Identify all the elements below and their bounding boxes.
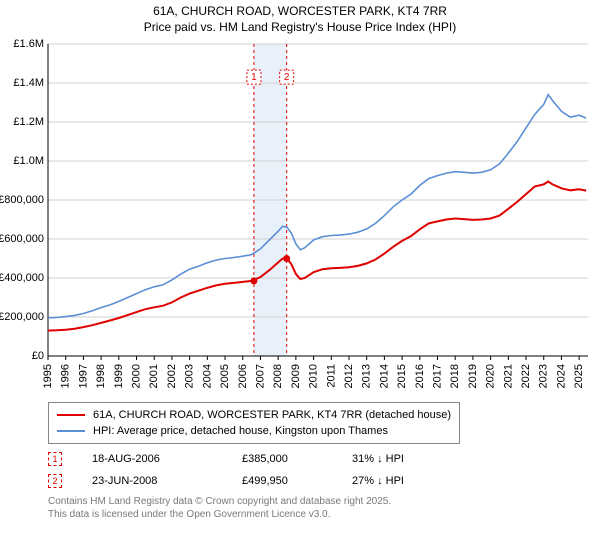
sale-marker-icon: 1	[48, 452, 62, 466]
sale-delta: 27% ↓ HPI	[352, 475, 512, 487]
legend-item: HPI: Average price, detached house, King…	[57, 423, 451, 439]
svg-text:£1.2M: £1.2M	[13, 116, 44, 128]
svg-text:2000: 2000	[131, 364, 143, 388]
chart-title-block: 61A, CHURCH ROAD, WORCESTER PARK, KT4 7R…	[0, 0, 600, 35]
svg-text:2023: 2023	[538, 364, 550, 388]
footer: Contains HM Land Registry data © Crown c…	[48, 496, 391, 521]
svg-text:2014: 2014	[378, 364, 390, 388]
svg-text:£200,000: £200,000	[0, 311, 44, 323]
chart-title-line1: 61A, CHURCH ROAD, WORCESTER PARK, KT4 7R…	[0, 4, 600, 20]
svg-text:2015: 2015	[396, 364, 408, 388]
svg-text:2022: 2022	[520, 364, 532, 388]
sale-delta: 31% ↓ HPI	[352, 453, 512, 465]
sale-date: 23-JUN-2008	[92, 475, 242, 487]
page: 61A, CHURCH ROAD, WORCESTER PARK, KT4 7R…	[0, 0, 600, 560]
footer-line2: This data is licensed under the Open Gov…	[48, 509, 391, 522]
svg-text:2024: 2024	[555, 364, 567, 388]
chart-title-line2: Price paid vs. HM Land Registry's House …	[0, 20, 600, 36]
svg-text:2016: 2016	[414, 364, 426, 388]
sale-marker-icon: 2	[48, 474, 62, 488]
sales-row: 1 18-AUG-2006 £385,000 31% ↓ HPI	[48, 448, 512, 470]
chart: £0 £200,000 £400,000 £600,000 £800,000 £1.0M £…	[0, 38, 600, 398]
sales-row: 2 23-JUN-2008 £499,950 27% ↓ HPI	[48, 470, 512, 492]
sale-price: £499,950	[242, 475, 352, 487]
svg-text:1999: 1999	[113, 364, 125, 388]
sales-table: 1 18-AUG-2006 £385,000 31% ↓ HPI 2 23-JU…	[48, 448, 512, 492]
svg-text:2010: 2010	[308, 364, 320, 388]
legend-label: HPI: Average price, detached house, King…	[93, 425, 388, 437]
svg-text:2008: 2008	[272, 364, 284, 388]
legend-swatch	[57, 430, 85, 432]
svg-text:1996: 1996	[60, 364, 72, 388]
svg-text:2018: 2018	[449, 364, 461, 388]
svg-text:1: 1	[251, 72, 257, 83]
svg-text:2013: 2013	[361, 364, 373, 388]
svg-text:2021: 2021	[502, 364, 514, 388]
svg-text:£1.4M: £1.4M	[13, 77, 44, 89]
svg-text:2019: 2019	[467, 364, 479, 388]
svg-text:2020: 2020	[485, 364, 497, 388]
svg-text:2005: 2005	[219, 364, 231, 388]
svg-text:1997: 1997	[77, 364, 89, 388]
svg-text:1998: 1998	[95, 364, 107, 388]
svg-text:1995: 1995	[42, 364, 54, 388]
svg-text:2004: 2004	[201, 364, 213, 388]
svg-text:£600,000: £600,000	[0, 233, 44, 245]
svg-text:2003: 2003	[184, 364, 196, 388]
sale-price: £385,000	[242, 453, 352, 465]
legend-swatch	[57, 414, 85, 416]
chart-svg: £0 £200,000 £400,000 £600,000 £800,000 £1.0M £…	[0, 38, 600, 398]
svg-text:£400,000: £400,000	[0, 272, 44, 284]
footer-line1: Contains HM Land Registry data © Crown c…	[48, 496, 391, 509]
svg-text:£1.0M: £1.0M	[13, 155, 44, 167]
sale-date: 18-AUG-2006	[92, 453, 242, 465]
svg-text:2017: 2017	[432, 364, 444, 388]
svg-text:2002: 2002	[166, 364, 178, 388]
legend-label: 61A, CHURCH ROAD, WORCESTER PARK, KT4 7R…	[93, 409, 451, 421]
svg-text:2001: 2001	[148, 364, 160, 388]
legend-item: 61A, CHURCH ROAD, WORCESTER PARK, KT4 7R…	[57, 407, 451, 423]
svg-text:2012: 2012	[343, 364, 355, 388]
svg-text:2: 2	[284, 72, 290, 83]
svg-text:2007: 2007	[254, 364, 266, 388]
svg-text:2009: 2009	[290, 364, 302, 388]
svg-text:2011: 2011	[325, 364, 337, 388]
svg-text:£0: £0	[32, 350, 44, 362]
legend: 61A, CHURCH ROAD, WORCESTER PARK, KT4 7R…	[48, 402, 460, 444]
svg-text:£800,000: £800,000	[0, 194, 44, 206]
svg-text:2025: 2025	[573, 364, 585, 388]
svg-text:£1.6M: £1.6M	[13, 38, 44, 50]
svg-text:2006: 2006	[237, 364, 249, 388]
